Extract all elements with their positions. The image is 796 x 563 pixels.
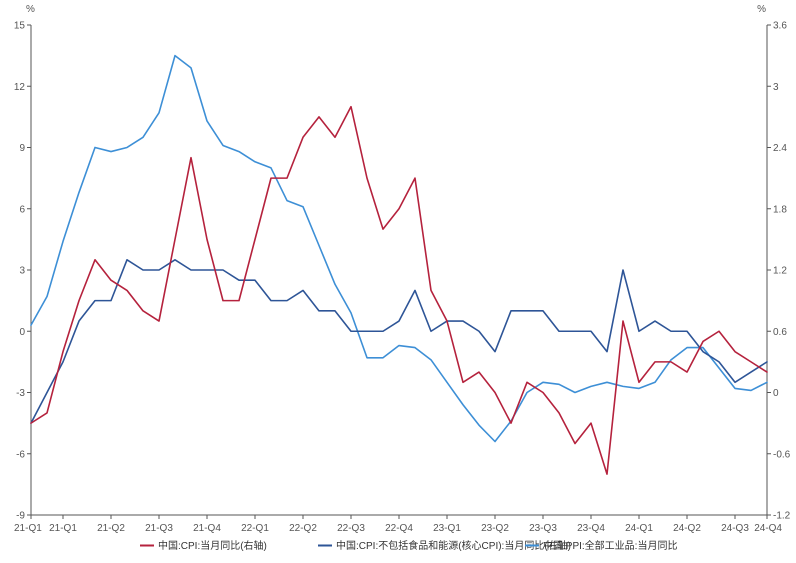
left-tick-label: 3	[19, 266, 25, 277]
legend-label-1: 中国:CPI:不包括食品和能源(核心CPI):当月同比(右轴)	[336, 539, 571, 552]
legend: 中国:CPI:当月同比(右轴) 中国:CPI:不包括食品和能源(核心CPI):当月…	[140, 539, 677, 552]
right-tick-label: 3.6	[773, 21, 787, 32]
right-tick-label: 0.6	[773, 327, 787, 338]
left-axis-ticks: -9 -6 -3 0 3 6 9 12 15	[14, 21, 31, 522]
right-tick-label: 1.8	[773, 204, 787, 215]
x-tick-label: 21-Q2	[97, 523, 125, 534]
left-tick-label: -3	[16, 388, 25, 399]
left-tick-label: 9	[19, 143, 25, 154]
legend-label-2: 中国:PPI:全部工业品:当月同比	[543, 539, 677, 552]
x-tick-label: 21-Q1	[14, 523, 42, 534]
x-tick-label: 21-Q4	[193, 523, 221, 534]
x-tick-label: 21-Q3	[145, 523, 173, 534]
left-tick-label: 15	[14, 21, 26, 32]
x-tick-label: 22-Q2	[289, 523, 317, 534]
series-line-0	[30, 105, 768, 475]
series-line-1	[30, 258, 768, 424]
right-tick-label: -1.2	[773, 511, 791, 522]
x-tick-label: 24-Q2	[673, 523, 701, 534]
right-tick-label: 0	[773, 388, 779, 399]
x-tick-label: 23-Q2	[481, 523, 509, 534]
right-tick-label: 1.2	[773, 266, 787, 277]
x-tick-label: 24-Q3	[721, 523, 749, 534]
right-tick-label: 2.4	[773, 143, 787, 154]
left-tick-label: 6	[19, 204, 25, 215]
left-tick-label: -9	[16, 511, 25, 522]
right-axis-unit: %	[757, 4, 766, 15]
x-tick-label: 23-Q3	[529, 523, 557, 534]
x-tick-label: 24-Q4	[754, 523, 782, 534]
left-axis-unit: %	[26, 4, 35, 15]
x-axis-ticks: 21-Q1 21-Q1 21-Q2 21-Q3 21-Q4 22-Q1 22-Q2 22-Q3…	[14, 515, 782, 534]
x-tick-label: 23-Q1	[433, 523, 461, 534]
left-tick-label: 12	[14, 82, 26, 93]
x-tick-label: 23-Q4	[577, 523, 605, 534]
series-layer	[30, 54, 768, 475]
right-axis-ticks: -1.2 -0.6 0 0.6 1.2 1.8 2.4 3 3.6	[767, 21, 791, 522]
left-tick-label: -6	[16, 449, 25, 460]
right-tick-label: 3	[773, 82, 779, 93]
left-tick-label: 0	[19, 327, 25, 338]
x-tick-label: 21-Q1	[49, 523, 77, 534]
x-tick-label: 24-Q1	[625, 523, 653, 534]
legend-label-0: 中国:CPI:当月同比(右轴)	[158, 539, 267, 552]
x-tick-label: 22-Q3	[337, 523, 365, 534]
x-tick-label: 22-Q1	[241, 523, 269, 534]
series-line-2	[30, 54, 768, 443]
x-tick-label: 22-Q4	[385, 523, 413, 534]
right-tick-label: -0.6	[773, 449, 791, 460]
